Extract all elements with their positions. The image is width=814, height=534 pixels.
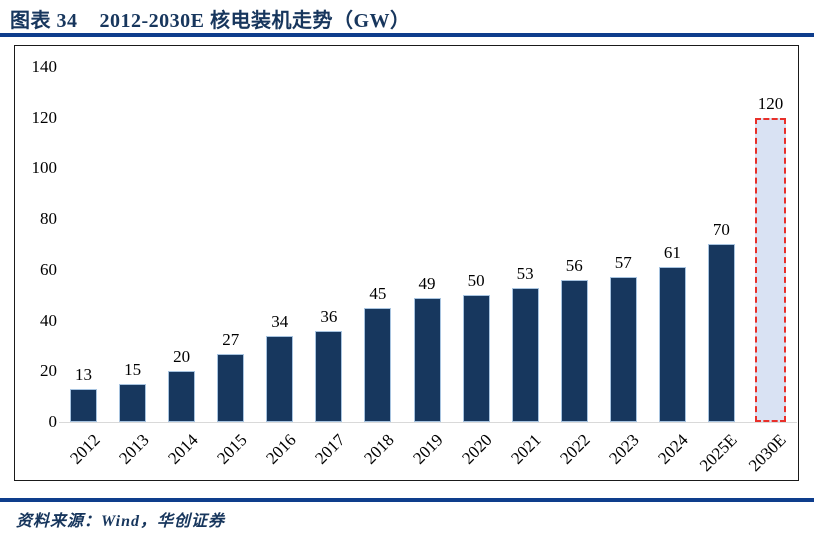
bar-value-label: 45 — [369, 284, 387, 303]
x-axis-tick-label: 2022 — [556, 430, 594, 468]
bar — [707, 244, 735, 422]
bar-forecast-2030 — [754, 118, 786, 422]
x-axis-baseline — [59, 422, 797, 423]
bar — [413, 298, 441, 422]
x-axis-tick-label: 2014 — [163, 430, 202, 468]
bar — [315, 331, 343, 422]
bar-value-label: 13 — [75, 365, 93, 384]
bar — [119, 384, 147, 422]
bar — [364, 308, 392, 422]
bar-value-label: 70 — [712, 220, 730, 239]
y-axis-tick-label: 60 — [40, 259, 57, 279]
bar — [609, 277, 637, 422]
figure-title-row: 图表 34 2012-2030E 核电装机走势（GW） — [10, 5, 411, 32]
footer-divider-rule — [0, 498, 814, 502]
bar-value-label: 27 — [222, 330, 240, 349]
figure-number-label: 图表 34 — [10, 9, 78, 32]
x-axis-tick-label: 2016 — [262, 430, 300, 468]
bar — [560, 280, 588, 422]
x-axis-tick-label: 2019 — [409, 430, 447, 468]
bar-value-label: 57 — [614, 253, 632, 272]
bar-value-label: 61 — [663, 243, 681, 262]
y-axis-tick-label: 80 — [40, 209, 57, 229]
x-axis-tick-label: 2013 — [114, 430, 153, 468]
x-axis-tick-label: 2024 — [654, 430, 693, 468]
x-axis-tick-label: 2012 — [65, 430, 104, 468]
y-axis-tick-label: 100 — [31, 158, 58, 178]
x-axis-tick-label: 2025E — [696, 430, 742, 476]
bar — [168, 371, 196, 422]
bar — [511, 288, 539, 422]
bar-value-label: 50 — [467, 271, 485, 290]
bar-value-label: 120 — [757, 94, 784, 113]
source-attribution: 资料来源：Wind，华创证券 — [16, 513, 225, 530]
bar-value-label: 20 — [173, 347, 191, 366]
x-axis-tick-label: 2015 — [212, 430, 251, 468]
bar — [658, 267, 686, 422]
title-divider-rule — [0, 33, 814, 37]
x-axis-tick-label: 2030E — [745, 430, 791, 476]
y-axis-tick-label: 0 — [48, 412, 58, 431]
bar-value-label: 15 — [124, 360, 142, 379]
x-axis-tick-label: 2021 — [507, 430, 545, 468]
x-axis-tick-label: 2018 — [360, 430, 398, 468]
y-axis-tick-label: 120 — [31, 107, 58, 127]
x-axis-tick-label: 2017 — [311, 430, 349, 468]
bar — [70, 389, 98, 422]
bar-value-label: 36 — [320, 307, 338, 326]
figure-title: 2012-2030E 核电装机走势（GW） — [99, 9, 411, 32]
y-axis-tick-label: 40 — [40, 310, 57, 330]
y-axis-tick-label: 20 — [40, 361, 57, 381]
y-axis-tick-label: 140 — [31, 57, 58, 76]
bar — [266, 336, 294, 422]
bar-value-label: 56 — [565, 256, 583, 275]
bar-value-label: 53 — [516, 264, 534, 283]
bar-value-label: 49 — [418, 274, 436, 293]
bar — [462, 295, 490, 422]
bar-chart-canvas: 0 20 40 60 80 100 120 140 13 2012 15 2013 20 2014 27 20… — [14, 45, 799, 481]
bar — [217, 354, 245, 422]
x-axis-tick-label: 2023 — [605, 430, 643, 468]
x-axis-tick-label: 2020 — [458, 430, 496, 468]
bar-value-label: 34 — [271, 312, 289, 331]
